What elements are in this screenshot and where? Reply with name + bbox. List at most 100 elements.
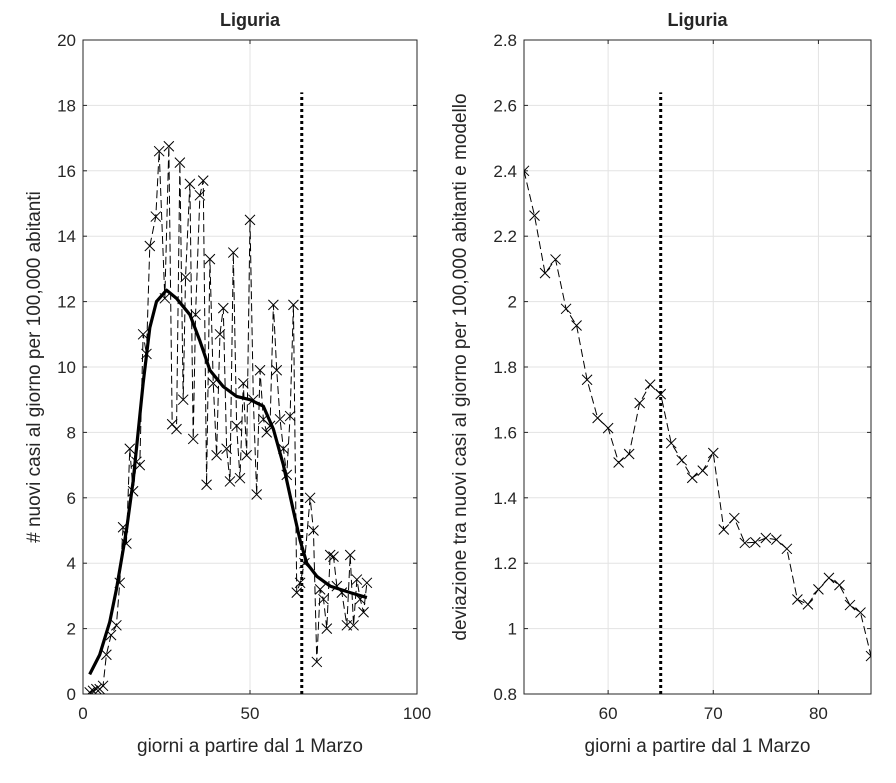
- x-tick-label: 50: [241, 704, 260, 723]
- y-tick-label: 2: [67, 620, 76, 639]
- data-point-marker: [244, 214, 256, 226]
- data-point-marker: [728, 512, 740, 524]
- series-line-deviazione: [524, 170, 871, 657]
- data-point-marker: [707, 447, 719, 459]
- data-point-marker: [111, 619, 122, 631]
- data-point-marker: [214, 328, 226, 340]
- data-point-marker: [844, 599, 856, 611]
- data-point-marker: [634, 397, 646, 409]
- axes-box: [82, 39, 418, 695]
- data-point-marker: [187, 433, 199, 445]
- data-point-marker: [308, 525, 319, 536]
- y-tick-label: 0.8: [493, 685, 517, 704]
- data-point-marker: [644, 379, 656, 391]
- data-point-marker: [524, 165, 530, 177]
- y-tick-label: 16: [57, 162, 76, 181]
- data-point-marker: [261, 427, 273, 438]
- y-tick-label: 1.4: [493, 489, 517, 508]
- data-point-marker: [97, 680, 109, 692]
- data-point-marker: [201, 479, 212, 491]
- data-point-marker: [792, 594, 803, 605]
- model-curve: [88, 288, 368, 676]
- data-point-marker: [358, 606, 369, 618]
- y-tick-label: 20: [57, 31, 76, 50]
- data-point-marker: [602, 422, 614, 434]
- y-tick-label: 1.8: [493, 358, 517, 377]
- data-point-marker: [204, 253, 216, 265]
- data-point-marker: [550, 254, 561, 265]
- data-point-marker: [87, 685, 99, 694]
- x-tick-label: 0: [78, 704, 87, 723]
- data-point-marker: [328, 551, 339, 563]
- data-point-marker: [802, 599, 814, 610]
- data-point-marker: [697, 465, 709, 477]
- data-point-marker: [529, 210, 540, 221]
- y-tick-label: 12: [57, 293, 76, 312]
- data-point-marker: [749, 536, 761, 548]
- data-point-marker: [227, 247, 239, 258]
- data-point-marker: [101, 649, 112, 661]
- data-point-marker: [771, 534, 782, 546]
- data-point-marker: [194, 189, 206, 201]
- data-point-marker: [571, 320, 582, 331]
- data-point-marker: [211, 449, 222, 461]
- data-point-marker: [84, 687, 96, 694]
- data-point-marker: [237, 377, 249, 389]
- x-tick-label: 70: [704, 704, 723, 723]
- axes-box: [523, 39, 872, 695]
- y-tick-label: 1.6: [493, 423, 517, 442]
- plot-area: [524, 92, 871, 694]
- y-tick-label: 10: [57, 358, 76, 377]
- data-point-marker: [144, 240, 156, 252]
- data-point-marker: [676, 454, 688, 466]
- data-point-marker: [254, 364, 266, 376]
- y-tick-label: 18: [57, 96, 76, 115]
- y-tick-label: 6: [67, 489, 76, 508]
- data-point-marker: [314, 584, 326, 595]
- y-tick-label: 2.6: [493, 96, 517, 115]
- data-point-marker: [251, 489, 263, 500]
- y-axis-label: # nuovi casi al giorno per 100,000 abita…: [24, 191, 45, 543]
- data-point-marker: [361, 577, 373, 589]
- data-point-marker: [180, 271, 191, 283]
- data-point-marker: [171, 423, 182, 435]
- data-point-marker: [718, 524, 730, 535]
- data-point-marker: [855, 607, 866, 618]
- data-point-marker: [153, 145, 165, 157]
- data-point-marker: [241, 449, 253, 461]
- chart-title: Liguria: [220, 10, 281, 30]
- data-point-marker: [163, 140, 175, 152]
- axes-2: 60 70 80 0.8 1 1.2 1.4 1.6 1.8 2 2.2 2.4 2.6 2.8 Ligur…: [450, 10, 872, 757]
- y-tick-label: 2: [508, 293, 517, 312]
- plot-area: [84, 92, 373, 694]
- data-point-marker: [623, 448, 635, 460]
- data-point-marker: [91, 683, 102, 694]
- data-point-marker: [231, 420, 242, 432]
- data-point-marker: [581, 374, 593, 386]
- data-point-marker: [174, 157, 186, 168]
- data-point-marker: [665, 437, 677, 449]
- y-tick-label: 2.2: [493, 227, 517, 246]
- data-point-marker: [686, 472, 698, 484]
- y-tick-label: 8: [67, 423, 76, 442]
- series-line-dati: [89, 146, 368, 693]
- data-point-marker: [318, 593, 329, 605]
- data-point-marker: [284, 410, 296, 422]
- data-point-marker: [592, 412, 603, 424]
- data-point-marker: [294, 577, 306, 589]
- data-point-marker: [834, 579, 845, 591]
- data-point-marker: [268, 299, 279, 311]
- data-point-marker: [344, 549, 356, 561]
- data-point-marker: [224, 476, 236, 487]
- y-tick-label: 1: [508, 620, 517, 639]
- x-tick-label: 60: [599, 704, 618, 723]
- data-point-marker: [539, 267, 551, 279]
- data-point-marker: [351, 574, 363, 585]
- x-axis-label: giorni a partire dal 1 Marzo: [137, 736, 363, 757]
- axes-1: 0 50 100 0 2 4 6 8 10 12 14 16 18 20 Liguria giorni a p…: [24, 10, 431, 757]
- data-point-marker: [321, 623, 333, 634]
- data-point-marker: [271, 364, 283, 376]
- data-point-marker: [865, 650, 871, 662]
